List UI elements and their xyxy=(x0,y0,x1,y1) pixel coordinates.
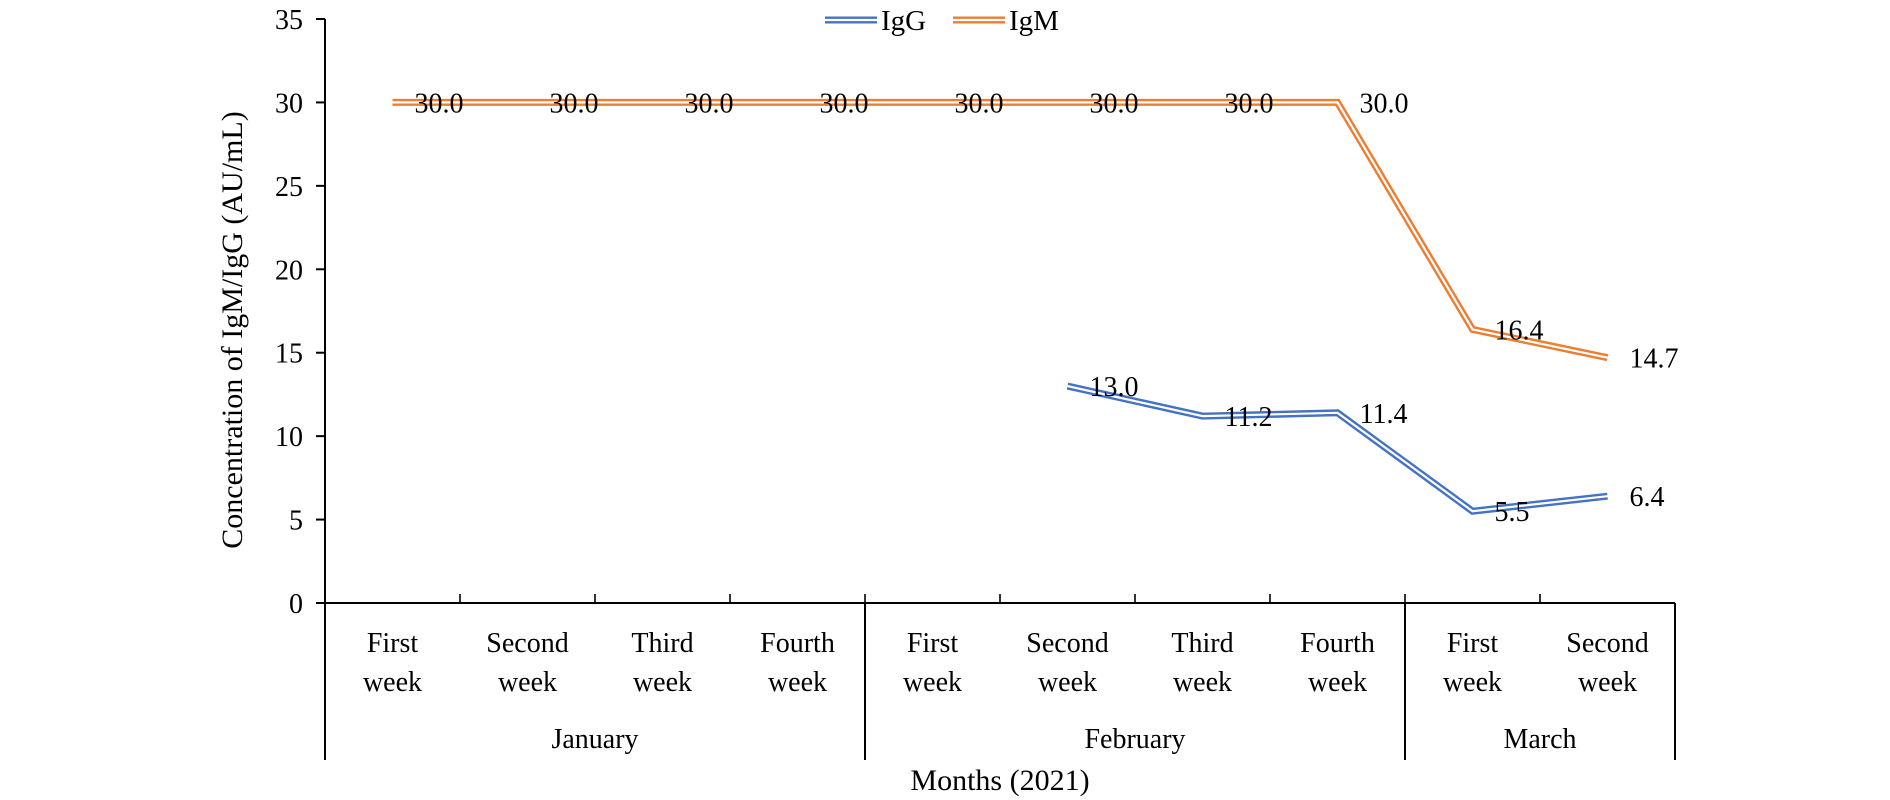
data-label: 6.4 xyxy=(1630,482,1665,513)
x-category-label: Third week xyxy=(631,628,693,698)
series-igg xyxy=(1066,382,1608,515)
legend-item-igg: IgG xyxy=(825,5,926,37)
y-tick-label: 20 xyxy=(275,255,303,286)
series-line-outer xyxy=(392,98,1609,362)
legend-label: IgG xyxy=(881,5,926,37)
y-tick-label: 5 xyxy=(289,506,303,537)
x-category-label: Second week xyxy=(486,628,568,698)
x-category-label: Fourth week xyxy=(760,628,835,698)
data-label: 30.0 xyxy=(1360,88,1409,119)
x-group-label: January xyxy=(551,724,638,755)
x-group-label: March xyxy=(1503,724,1576,755)
data-label: 16.4 xyxy=(1495,315,1544,346)
x-category-label: First week xyxy=(903,628,962,698)
chart-axes: 0 5 10 15 20 25 30 35 First week Second week Third we… xyxy=(275,5,1676,760)
chart-data-labels: 13.0 11.2 11.4 5.5 6.4 30.0 30.0 30.0 30.0 30.0 30… xyxy=(415,88,1679,528)
data-label: 30.0 xyxy=(685,88,734,119)
chart-series xyxy=(392,98,1609,515)
y-tick-label: 15 xyxy=(275,339,303,370)
y-tick-label: 35 xyxy=(275,5,303,36)
data-label: 14.7 xyxy=(1630,344,1679,375)
y-tick-label: 10 xyxy=(275,422,303,453)
data-label: 30.0 xyxy=(1225,88,1274,119)
data-label: 11.2 xyxy=(1225,402,1273,433)
legend-item-igm: IgM xyxy=(953,5,1059,37)
x-category-label: Third week xyxy=(1171,628,1233,698)
series-line-inner xyxy=(392,101,1608,359)
x-axis-title: Months (2021) xyxy=(910,764,1089,797)
x-category-label: Second week xyxy=(1026,628,1108,698)
y-axis-title: Concentration of IgM/IgG (AU/mL) xyxy=(216,111,249,548)
x-group-label: February xyxy=(1084,724,1185,755)
data-label: 30.0 xyxy=(1090,88,1139,119)
data-label: 30.0 xyxy=(955,88,1004,119)
series-igm xyxy=(392,98,1609,362)
data-label: 30.0 xyxy=(550,88,599,119)
chart-legend: IgG IgM xyxy=(825,5,1059,37)
data-label: 13.0 xyxy=(1090,372,1139,403)
y-tick-label: 0 xyxy=(289,589,303,620)
data-label: 5.5 xyxy=(1495,497,1530,528)
y-tick-label: 30 xyxy=(275,88,303,119)
y-tick-label: 25 xyxy=(275,172,303,203)
legend-label: IgM xyxy=(1009,5,1059,37)
data-label: 30.0 xyxy=(415,88,464,119)
x-category-label: Fourth week xyxy=(1300,628,1375,698)
x-category-label: Second week xyxy=(1566,628,1648,698)
data-label: 11.4 xyxy=(1360,399,1408,430)
series-line-inner xyxy=(1067,385,1608,513)
x-category-label: First week xyxy=(363,628,422,698)
x-category-label: First week xyxy=(1443,628,1502,698)
data-label: 30.0 xyxy=(820,88,869,119)
